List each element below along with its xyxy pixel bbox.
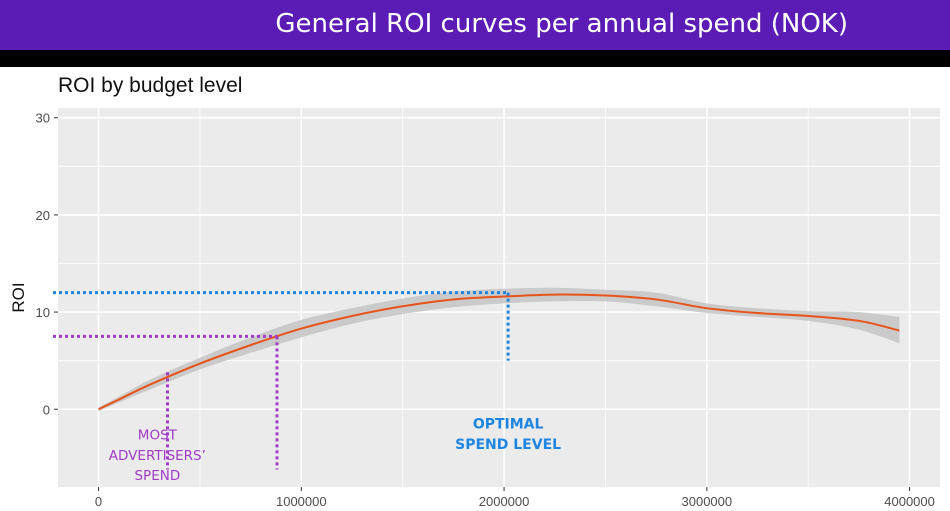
x-tick-label: 3000000 bbox=[682, 494, 733, 509]
x-tick-label: 1000000 bbox=[276, 494, 327, 509]
most-label-line: ADVERTISERS’ bbox=[109, 448, 206, 464]
optimal-label-line: OPTIMAL bbox=[473, 417, 544, 433]
confidence-band bbox=[98, 287, 900, 412]
optimal-label-line: SPEND LEVEL bbox=[455, 437, 561, 453]
y-tick-label: 0 bbox=[43, 402, 50, 417]
most-label-line: MOST bbox=[138, 427, 178, 443]
y-axis-title: ROI bbox=[9, 282, 28, 312]
x-tick-label: 4000000 bbox=[884, 494, 935, 509]
chart-title: ROI by budget level bbox=[58, 74, 243, 97]
y-tick-label: 30 bbox=[36, 111, 50, 126]
header-title: General ROI curves per annual spend (NOK… bbox=[275, 9, 848, 39]
y-tick-label: 20 bbox=[36, 208, 50, 223]
roi-curve bbox=[98, 293, 900, 411]
divider-bar bbox=[0, 50, 950, 67]
y-tick-label: 10 bbox=[36, 305, 50, 320]
x-tick-label: 0 bbox=[95, 494, 102, 509]
most-label-line: SPEND bbox=[134, 468, 180, 484]
header-banner: General ROI curves per annual spend (NOK… bbox=[0, 0, 950, 50]
x-tick-label: 2000000 bbox=[479, 494, 530, 509]
